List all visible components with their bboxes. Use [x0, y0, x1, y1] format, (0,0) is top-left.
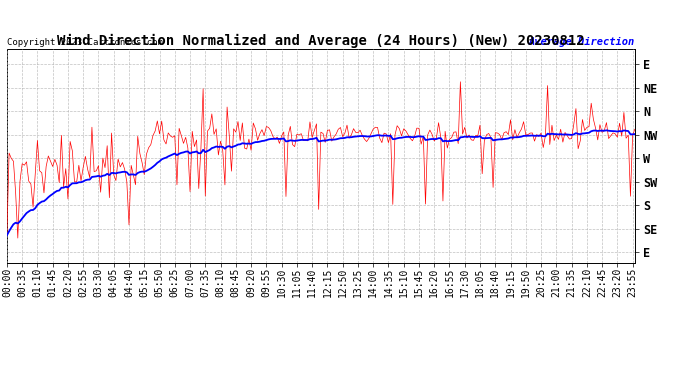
Text: Average Direction: Average Direction: [529, 37, 635, 46]
Title: Wind Direction Normalized and Average (24 Hours) (New) 20230812: Wind Direction Normalized and Average (2…: [57, 33, 584, 48]
Text: Copyright 2023 Cartronics.com: Copyright 2023 Cartronics.com: [7, 38, 163, 46]
